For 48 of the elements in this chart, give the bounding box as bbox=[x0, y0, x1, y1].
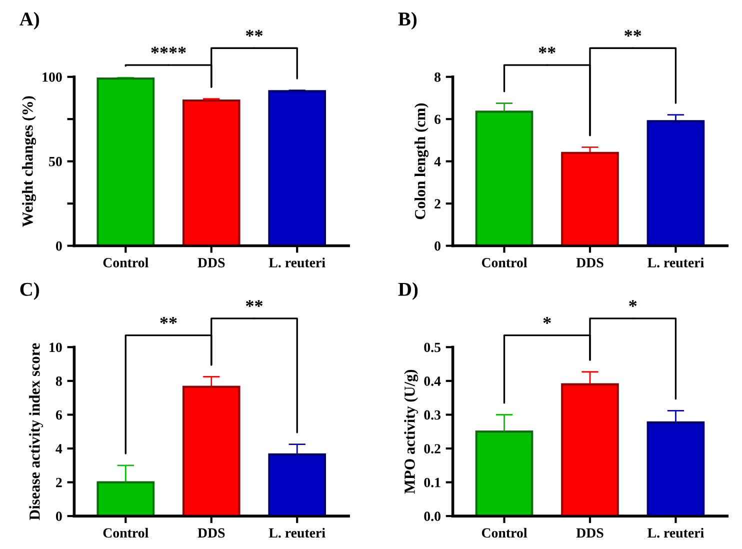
y-axis-title: Colon length (cm) bbox=[414, 103, 428, 220]
x-tick-label: L. reuteri bbox=[648, 258, 704, 268]
y-tick-label: 0.0 bbox=[424, 512, 440, 522]
y-axis-title: Disease activity index score bbox=[29, 343, 43, 520]
text: * bbox=[629, 300, 637, 307]
y-tick-label: 6 bbox=[56, 410, 62, 420]
y-tick-label: 0.2 bbox=[424, 444, 440, 454]
y-tick-label: 4 bbox=[434, 157, 441, 166]
text: ** bbox=[538, 46, 556, 54]
y-tick-label: 2 bbox=[434, 199, 440, 208]
x-tick-label: Control bbox=[482, 258, 528, 268]
chart-title: B) bbox=[398, 12, 417, 30]
y-tick-label: 50 bbox=[49, 156, 62, 166]
x-tick-label: DDS bbox=[576, 528, 604, 538]
y-tick-label: 0 bbox=[56, 241, 62, 251]
y-tick-label: 0.5 bbox=[424, 342, 440, 352]
text: **** bbox=[151, 46, 186, 54]
x-tick-label: L. reuteri bbox=[648, 528, 704, 538]
chart-title: D) bbox=[398, 282, 418, 300]
text: ** bbox=[246, 300, 263, 307]
y-tick-label: 0 bbox=[56, 512, 62, 522]
y-axis-title: MPO activity (U/g) bbox=[404, 370, 418, 494]
x-tick-label: Control bbox=[103, 528, 148, 538]
x-tick-label: Control bbox=[482, 528, 528, 538]
y-tick-label: 6 bbox=[434, 114, 441, 124]
text: * bbox=[543, 317, 551, 324]
y-tick-label: 2 bbox=[56, 478, 62, 488]
x-tick-label: DDS bbox=[198, 528, 225, 538]
chart-title: A) bbox=[20, 12, 39, 30]
y-tick-label: 0 bbox=[434, 241, 440, 251]
y-axis-title: Weight changes (%) bbox=[22, 96, 36, 227]
y-tick-label: 100 bbox=[42, 72, 62, 82]
y-tick-label: 0.4 bbox=[424, 376, 441, 386]
text: ** bbox=[160, 317, 177, 324]
y-tick-label: 0.3 bbox=[424, 410, 441, 420]
x-tick-label: Control bbox=[103, 258, 148, 268]
text: ** bbox=[246, 30, 263, 37]
text: ** bbox=[624, 30, 642, 37]
y-tick-label: 10 bbox=[50, 342, 62, 352]
y-tick-label: 0.1 bbox=[424, 478, 440, 488]
x-tick-label: L. reuteri bbox=[268, 258, 326, 268]
x-tick-label: DDS bbox=[198, 258, 225, 268]
chart-title: C) bbox=[20, 282, 39, 300]
x-tick-label: DDS bbox=[576, 258, 604, 268]
y-tick-label: 4 bbox=[56, 444, 62, 454]
x-tick-label: L. reuteri bbox=[268, 528, 326, 538]
y-tick-label: 8 bbox=[56, 376, 62, 386]
y-tick-label: 8 bbox=[434, 72, 441, 82]
